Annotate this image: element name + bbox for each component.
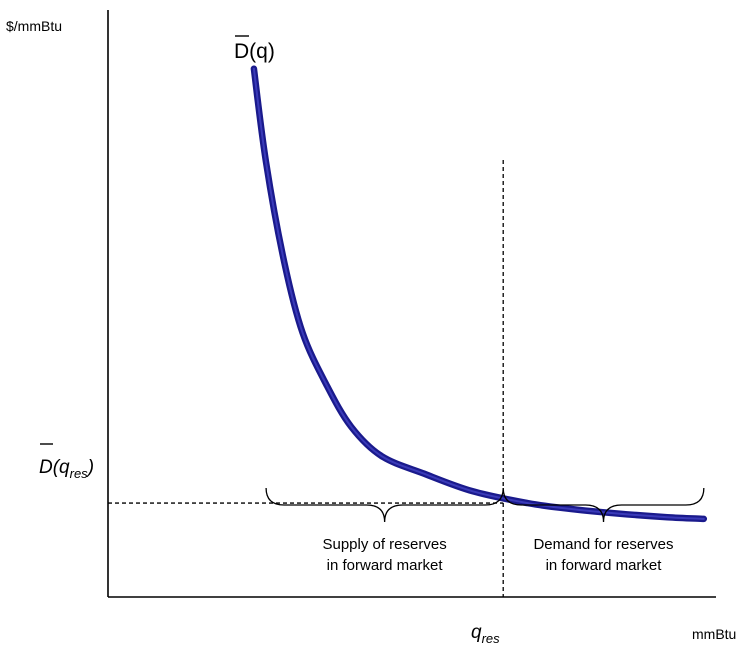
x-reference-label-main: q	[471, 622, 482, 643]
demand-curve-highlight	[252, 67, 705, 520]
demand-brace-label-1: Demand for reserves	[533, 536, 673, 553]
braces-layer: Supply of reserves in forward market Deman…	[265, 487, 705, 574]
supply-brace-label-2: in forward market	[327, 557, 444, 574]
demand-curve-layer	[250, 65, 708, 523]
y-reference-label-close: )	[86, 457, 94, 478]
demand-brace	[502, 487, 705, 523]
curve-label-symbol: D	[234, 40, 249, 63]
y-axis-label: $/mmBtu	[6, 18, 62, 34]
y-reference-label: D(qres)	[39, 457, 94, 481]
demand-brace-label-2: in forward market	[546, 557, 663, 574]
curve-label-argument: (q)	[249, 40, 275, 63]
supply-brace	[265, 487, 504, 523]
y-reference-label-main: D(q	[39, 457, 70, 478]
demand-curve-line	[250, 65, 708, 523]
y-reference-label-sub: res	[70, 466, 89, 481]
curve-label: D(q)	[234, 40, 275, 63]
x-axis-label: mmBtu	[692, 626, 736, 642]
x-reference-label: qres	[471, 622, 500, 646]
supply-brace-label-1: Supply of reserves	[322, 536, 446, 553]
reference-guides	[108, 160, 504, 597]
x-reference-label-sub: res	[482, 631, 501, 646]
